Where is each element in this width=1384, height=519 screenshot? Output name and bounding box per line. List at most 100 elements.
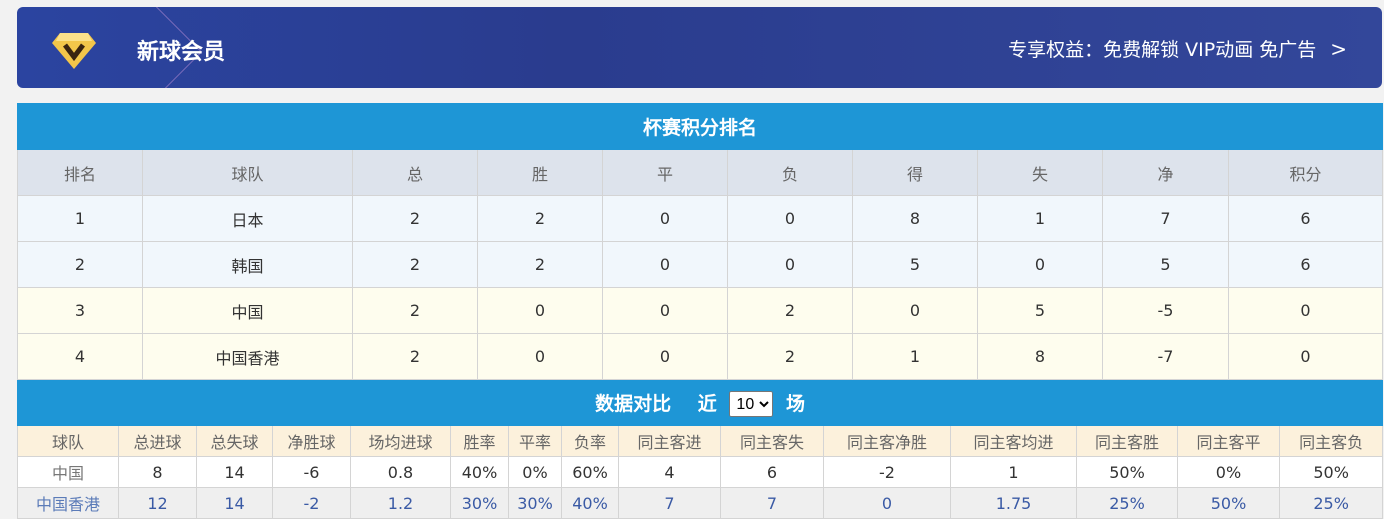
team-cell[interactable]: 中国 [17, 456, 119, 488]
stat-cell: 2 [352, 287, 478, 334]
column-header: 同主客进 [618, 425, 721, 457]
stat-cell: 12 [118, 487, 197, 519]
stat-cell: 8 [977, 333, 1103, 380]
banner-title: 新球会员 [137, 40, 226, 65]
stat-cell: 0 [977, 241, 1103, 288]
column-header: 球队 [17, 425, 119, 457]
column-header: 同主客失 [720, 425, 824, 457]
column-header: 负 [727, 149, 853, 196]
stat-cell: 60% [561, 456, 619, 488]
column-header: 平率 [508, 425, 562, 457]
stat-cell: 4 [618, 456, 721, 488]
diamond-v-icon [52, 33, 96, 69]
column-header: 总 [352, 149, 478, 196]
stat-cell: 7 [618, 487, 721, 519]
stat-cell: 30% [450, 487, 509, 519]
stat-cell: 30% [508, 487, 562, 519]
column-header: 净 [1102, 149, 1229, 196]
column-header: 失 [977, 149, 1103, 196]
team-cell[interactable]: 韩国 [142, 241, 353, 288]
vip-banner[interactable]: 新球会员 专享权益：免费解锁 VIP动画 免广告 > [17, 7, 1382, 88]
stat-cell: 0 [852, 287, 978, 334]
stat-cell: 4 [17, 333, 143, 380]
recent-games-select[interactable]: 10 [729, 391, 774, 418]
stat-cell: 5 [1102, 241, 1229, 288]
stat-cell: 0 [477, 287, 603, 334]
standings-row: 1 日本 2 2 0 0 8 1 7 6 [17, 195, 1384, 242]
standings-row: 4 中国香港 2 0 0 2 1 8 -7 0 [17, 333, 1384, 380]
stat-cell: 0 [602, 333, 728, 380]
column-header: 净胜球 [272, 425, 351, 457]
recent-suffix: 场 [786, 392, 806, 415]
standings-header-row: 排名 球队总胜平负得失净积分 [17, 149, 1384, 196]
stat-cell: 14 [196, 487, 273, 519]
column-header: 平 [602, 149, 728, 196]
column-header: 同主客负 [1278, 425, 1384, 457]
recent-prefix: 近 [697, 392, 717, 415]
stat-cell: 2 [727, 333, 853, 380]
stat-cell: 50% [1278, 456, 1384, 488]
comparison-title-bar: 数据对比 近 10 场 [16, 380, 1384, 426]
stat-cell: 0.8 [350, 456, 451, 488]
stat-cell: 2 [17, 241, 143, 288]
team-cell[interactable]: 中国 [142, 287, 353, 334]
comparison-row: 中国香港 12 14 -2 1.2 30% 30% 40% 7 7 0 1.75 25% 50% 25% [17, 487, 1384, 519]
stat-cell: 50% [1177, 487, 1280, 519]
stat-cell: 2 [352, 241, 478, 288]
stat-cell: 0 [727, 195, 853, 242]
stat-cell: 1 [977, 195, 1103, 242]
stat-cell: 1 [852, 333, 978, 380]
team-cell[interactable]: 日本 [142, 195, 353, 242]
column-header: 负率 [561, 425, 619, 457]
stat-cell: 3 [17, 287, 143, 334]
stat-cell: -2 [823, 456, 951, 488]
stat-cell: -5 [1102, 287, 1229, 334]
stat-cell: 0 [1227, 287, 1384, 334]
banner-benefits-link[interactable]: 专享权益：免费解锁 VIP动画 免广告 > [1008, 35, 1347, 62]
stat-cell: 2 [477, 195, 603, 242]
team-cell[interactable]: 中国香港 [142, 333, 353, 380]
stat-cell: 8 [118, 456, 197, 488]
stat-cell: -2 [272, 487, 351, 519]
comparison-table: 数据对比 近 10 场 球队 总进球 总失球 净胜球 场均进球 胜率 平率 负率 同主客进 同主客… [16, 380, 1384, 519]
stat-cell: 40% [561, 487, 619, 519]
column-header: 场均进球 [350, 425, 451, 457]
column-header: 排名 [17, 149, 143, 196]
standings-table: 杯赛积分排名 排名 球队总胜平负得失净积分 1 日本 2 2 0 0 8 1 7 6 2 韩国 2 2 0 0 5… [16, 103, 1384, 380]
column-header: 胜率 [450, 425, 509, 457]
comparison-title: 数据对比 [595, 392, 672, 415]
stat-cell: 25% [1278, 487, 1384, 519]
stat-cell: 6 [1227, 241, 1384, 288]
stat-cell: 1.75 [950, 487, 1077, 519]
standings-title: 杯赛积分排名 [16, 103, 1384, 150]
stat-cell: 0 [823, 487, 951, 519]
column-header: 同主客净胜 [823, 425, 951, 457]
stat-cell: 0 [602, 287, 728, 334]
stat-cell: 0 [477, 333, 603, 380]
stat-cell: 1.2 [350, 487, 451, 519]
stat-cell: 1 [950, 456, 1077, 488]
benefits-text: 专享权益：免费解锁 VIP动画 免广告 [1008, 39, 1317, 61]
stat-cell: 2 [352, 195, 478, 242]
stat-cell: 7 [720, 487, 824, 519]
stat-cell: 0 [602, 195, 728, 242]
standings-row: 2 韩国 2 2 0 0 5 0 5 6 [17, 241, 1384, 288]
column-header: 积分 [1227, 149, 1384, 196]
column-header: 同主客胜 [1076, 425, 1178, 457]
stat-cell: 0% [508, 456, 562, 488]
stat-cell: 5 [977, 287, 1103, 334]
stat-cell: 6 [720, 456, 824, 488]
stat-cell: 25% [1076, 487, 1178, 519]
column-header: 同主客平 [1177, 425, 1280, 457]
comparison-header-row: 球队 总进球 总失球 净胜球 场均进球 胜率 平率 负率 同主客进 同主客失 同主客净胜 同主客均进同… [17, 425, 1384, 457]
column-header: 球队 [142, 149, 353, 196]
stat-cell: 2 [352, 333, 478, 380]
stat-cell: 1 [17, 195, 143, 242]
standings-row: 3 中国 2 0 0 2 0 5 -5 0 [17, 287, 1384, 334]
column-header: 同主客均进 [950, 425, 1077, 457]
stat-cell: 8 [852, 195, 978, 242]
stat-cell: 40% [450, 456, 509, 488]
team-cell[interactable]: 中国香港 [17, 487, 119, 519]
column-header: 总进球 [118, 425, 197, 457]
stat-cell: 0 [1227, 333, 1384, 380]
